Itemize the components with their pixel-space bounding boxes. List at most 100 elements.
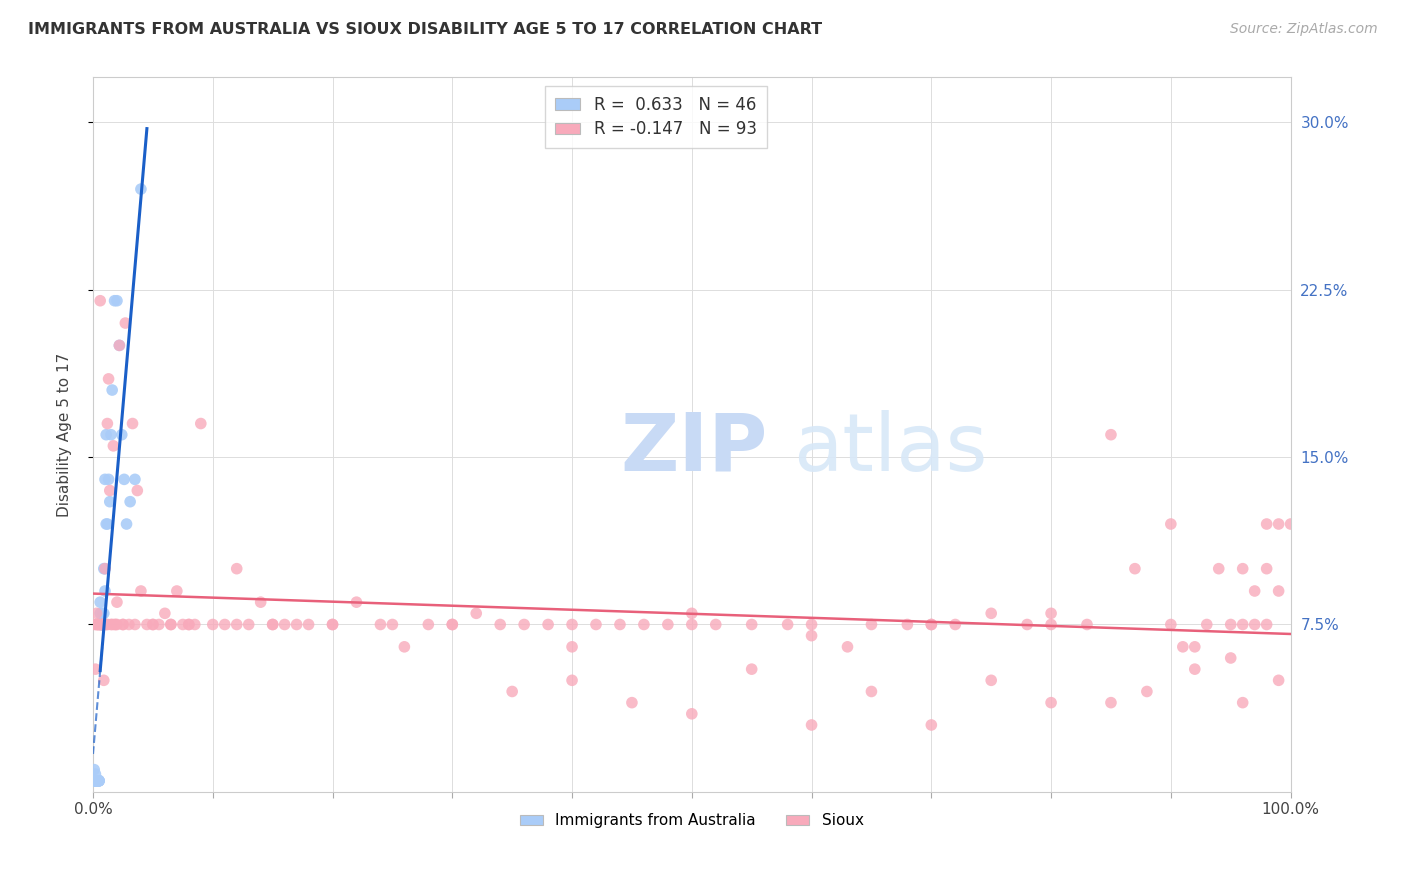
Point [1123, 562, 1146, 576]
Point [114, 316, 136, 330]
Point [776, 617, 799, 632]
Y-axis label: Disability Age 5 to 17: Disability Age 5 to 17 [58, 352, 72, 516]
Point [90, 617, 112, 632]
Point [100, 617, 122, 632]
Point [800, 629, 823, 643]
Point [1256, 562, 1278, 576]
Legend: Immigrants from Australia, Sioux: Immigrants from Australia, Sioux [515, 807, 870, 834]
Point [87, 773, 110, 788]
Point [83, 773, 105, 788]
Point [1219, 651, 1241, 665]
Point [681, 617, 703, 632]
Point [177, 617, 200, 632]
Point [1195, 617, 1218, 632]
Point [418, 617, 440, 632]
Text: atlas: atlas [793, 410, 988, 488]
Point [105, 595, 128, 609]
Point [94, 584, 117, 599]
Point [322, 617, 344, 632]
Point [84, 767, 107, 781]
Point [273, 617, 295, 632]
Point [101, 617, 124, 632]
Point [585, 617, 607, 632]
Point [87, 617, 110, 632]
Point [381, 617, 404, 632]
Point [860, 617, 883, 632]
Point [980, 607, 1002, 621]
Point [91, 617, 114, 632]
Point [1232, 696, 1254, 710]
Point [87, 617, 110, 632]
Point [1076, 617, 1098, 632]
Point [101, 383, 124, 397]
Point [142, 617, 165, 632]
Point [96, 417, 118, 431]
Point [100, 427, 122, 442]
Point [1267, 516, 1289, 531]
Point [184, 617, 207, 632]
Point [896, 617, 918, 632]
Point [1232, 617, 1254, 632]
Point [1232, 562, 1254, 576]
Point [1184, 640, 1206, 654]
Point [87, 773, 110, 788]
Point [124, 472, 146, 486]
Text: Source: ZipAtlas.com: Source: ZipAtlas.com [1230, 22, 1378, 37]
Point [112, 472, 135, 486]
Point [111, 617, 134, 632]
Point [1017, 617, 1039, 632]
Point [214, 617, 236, 632]
Point [115, 516, 138, 531]
Point [89, 617, 111, 632]
Point [121, 417, 143, 431]
Point [609, 617, 631, 632]
Point [108, 338, 131, 352]
Point [87, 773, 110, 788]
Point [441, 617, 464, 632]
Point [89, 293, 111, 308]
Point [513, 617, 536, 632]
Point [561, 617, 583, 632]
Point [837, 640, 859, 654]
Point [1160, 516, 1182, 531]
Point [103, 617, 125, 632]
Point [1267, 584, 1289, 599]
Point [346, 595, 368, 609]
Point [127, 483, 149, 498]
Point [441, 617, 464, 632]
Point [105, 617, 128, 632]
Point [108, 338, 131, 352]
Point [741, 662, 763, 676]
Point [465, 607, 488, 621]
Point [89, 595, 111, 609]
Point [1219, 617, 1241, 632]
Point [190, 417, 212, 431]
Point [94, 617, 117, 632]
Point [84, 773, 107, 788]
Point [1279, 516, 1302, 531]
Point [142, 617, 165, 632]
Point [83, 773, 105, 788]
Point [120, 494, 142, 508]
Point [89, 617, 111, 632]
Point [741, 617, 763, 632]
Text: ZIP: ZIP [620, 410, 768, 488]
Point [322, 617, 344, 632]
Point [177, 617, 200, 632]
Point [96, 427, 118, 442]
Point [83, 773, 105, 788]
Point [681, 706, 703, 721]
Point [943, 617, 966, 632]
Point [86, 773, 108, 788]
Point [87, 773, 110, 788]
Point [91, 617, 114, 632]
Point [97, 372, 120, 386]
Point [370, 617, 392, 632]
Point [84, 773, 107, 788]
Point [87, 617, 110, 632]
Point [1099, 427, 1122, 442]
Point [297, 617, 319, 632]
Point [1243, 584, 1265, 599]
Point [1040, 696, 1063, 710]
Point [561, 640, 583, 654]
